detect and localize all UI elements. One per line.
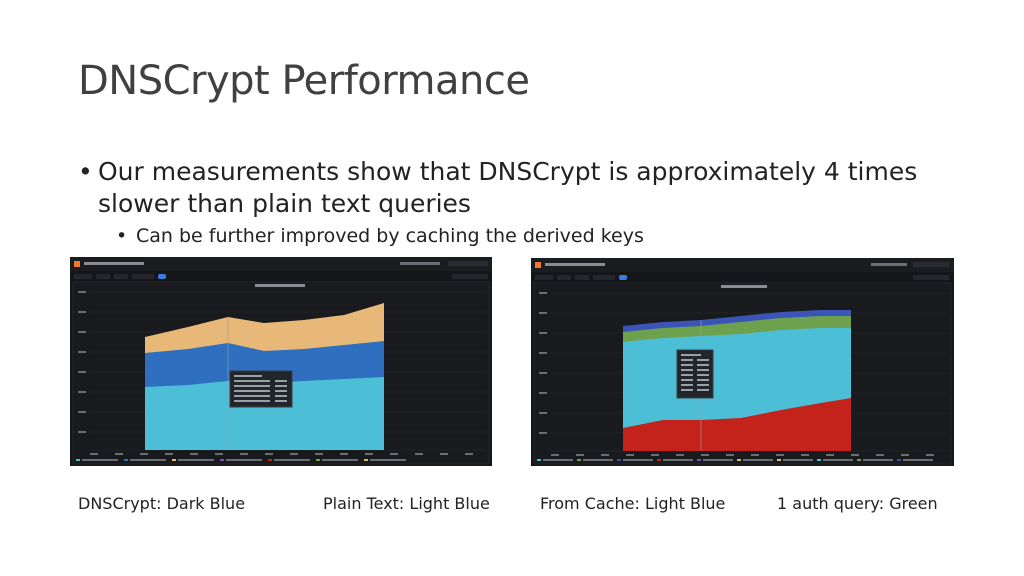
bullet-sub: • Can be further improved by caching the…	[116, 224, 978, 248]
bullet-dot: •	[116, 225, 128, 247]
area-red	[623, 398, 851, 451]
area-plaintext-light-blue	[145, 377, 384, 450]
cache-dashboard-screenshot	[531, 258, 954, 466]
bullet-sub-text: Can be further improved by caching the d…	[136, 225, 644, 247]
dashboard-image	[531, 258, 954, 466]
grafana-logo-icon	[74, 261, 80, 267]
grafana-logo-icon	[535, 262, 541, 268]
bullet-dot: •	[78, 157, 93, 186]
caption-auth: 1 auth query: Green	[777, 494, 938, 513]
slide-title: DNSCrypt Performance	[78, 58, 530, 104]
bullet-main: • Our measurements show that DNSCrypt is…	[78, 156, 978, 220]
bullet-main-text: Our measurements show that DNSCrypt is a…	[98, 157, 918, 218]
bullet-list: • Our measurements show that DNSCrypt is…	[78, 156, 978, 248]
dashboard-image	[70, 257, 492, 466]
caption-cache: From Cache: Light Blue	[540, 494, 726, 513]
caption-dnscrypt: DNSCrypt: Dark Blue	[78, 494, 246, 513]
dnscrypt-dashboard-screenshot	[70, 257, 492, 466]
caption-plaintext: Plain Text: Light Blue	[323, 494, 490, 513]
